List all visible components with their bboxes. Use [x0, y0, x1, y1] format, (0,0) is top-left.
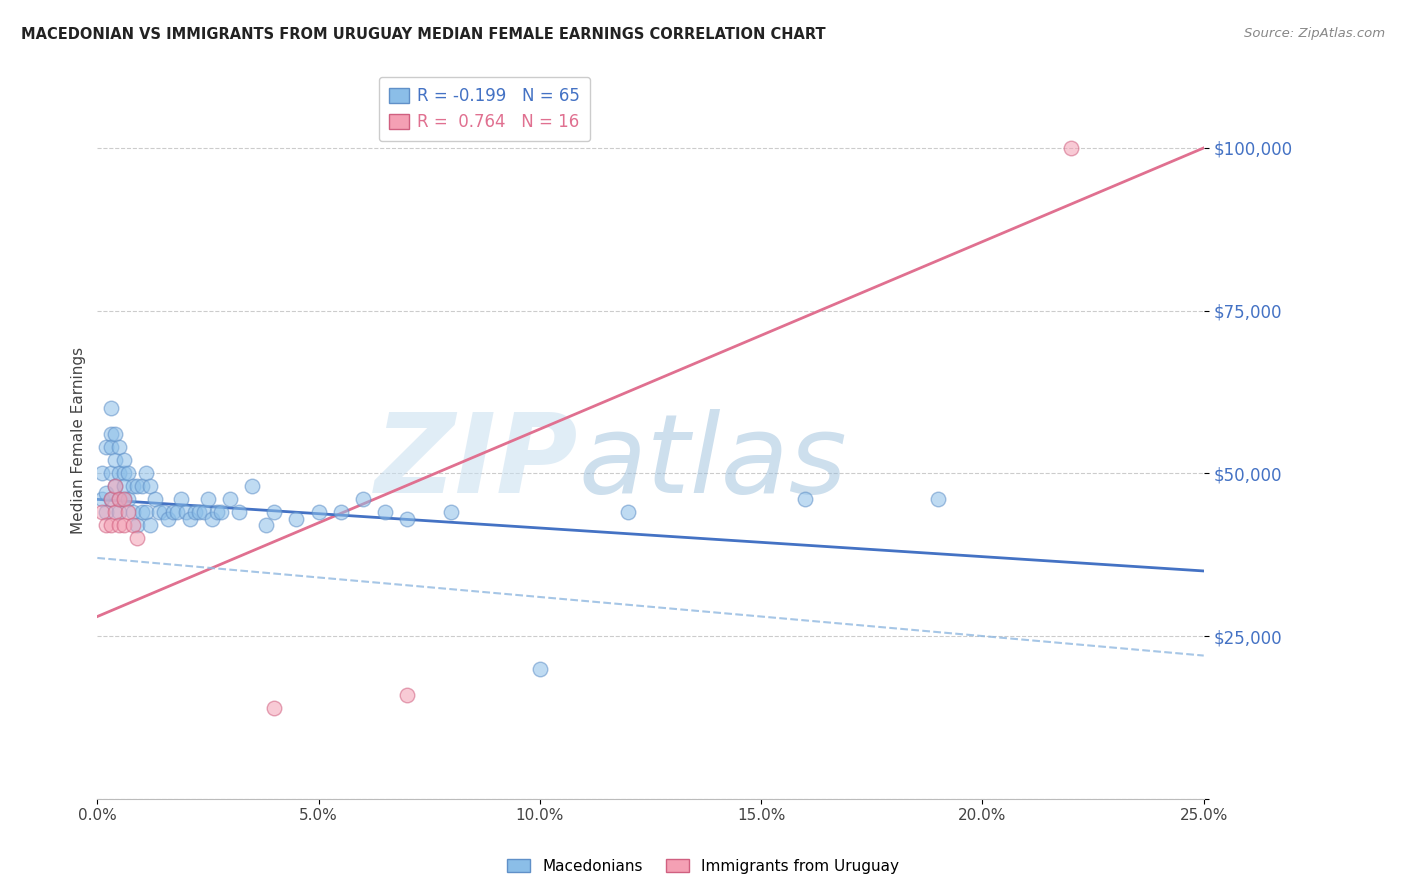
Point — [396, 688, 419, 702]
Point — [131, 505, 153, 519]
Point — [927, 492, 949, 507]
Text: Source: ZipAtlas.com: Source: ZipAtlas.com — [1244, 27, 1385, 40]
Point — [201, 512, 224, 526]
Point — [197, 492, 219, 507]
Point — [112, 518, 135, 533]
Point — [179, 512, 201, 526]
Point — [117, 467, 139, 481]
Point — [794, 492, 817, 507]
Point — [143, 492, 166, 507]
Point — [112, 453, 135, 467]
Point — [374, 505, 396, 519]
Point — [90, 505, 112, 519]
Point — [100, 492, 122, 507]
Point — [117, 492, 139, 507]
Point — [263, 700, 285, 714]
Point — [100, 401, 122, 416]
Point — [183, 505, 205, 519]
Point — [205, 505, 228, 519]
Point — [617, 505, 640, 519]
Point — [162, 505, 184, 519]
Point — [148, 505, 170, 519]
Text: atlas: atlas — [579, 409, 848, 516]
Point — [121, 479, 143, 493]
Point — [139, 518, 162, 533]
Point — [108, 505, 131, 519]
Point — [112, 479, 135, 493]
Point — [100, 518, 122, 533]
Point — [352, 492, 374, 507]
Point — [96, 505, 118, 519]
Point — [240, 479, 263, 493]
Point — [135, 505, 157, 519]
Point — [263, 505, 285, 519]
Point — [329, 505, 352, 519]
Point — [127, 479, 149, 493]
Point — [135, 467, 157, 481]
Point — [121, 518, 143, 533]
Point — [440, 505, 463, 519]
Point — [285, 512, 308, 526]
Point — [170, 492, 193, 507]
Point — [108, 492, 131, 507]
Point — [90, 492, 112, 507]
Text: MACEDONIAN VS IMMIGRANTS FROM URUGUAY MEDIAN FEMALE EARNINGS CORRELATION CHART: MACEDONIAN VS IMMIGRANTS FROM URUGUAY ME… — [21, 27, 825, 42]
Point — [121, 505, 143, 519]
Legend: Macedonians, Immigrants from Uruguay: Macedonians, Immigrants from Uruguay — [501, 853, 905, 880]
Point — [174, 505, 197, 519]
Point — [1060, 141, 1083, 155]
Point — [131, 479, 153, 493]
Point — [308, 505, 330, 519]
Point — [112, 492, 135, 507]
Point — [96, 518, 118, 533]
Point — [152, 505, 174, 519]
Point — [108, 518, 131, 533]
Point — [193, 505, 215, 519]
Point — [96, 440, 118, 454]
Point — [396, 512, 419, 526]
Point — [139, 479, 162, 493]
Point — [188, 505, 211, 519]
Point — [108, 467, 131, 481]
Point — [100, 440, 122, 454]
Point — [112, 492, 135, 507]
Y-axis label: Median Female Earnings: Median Female Earnings — [72, 347, 86, 534]
Text: ZIP: ZIP — [375, 409, 579, 516]
Point — [117, 505, 139, 519]
Legend: R = -0.199   N = 65, R =  0.764   N = 16: R = -0.199 N = 65, R = 0.764 N = 16 — [380, 77, 591, 141]
Point — [104, 427, 127, 442]
Point — [108, 440, 131, 454]
Point — [219, 492, 242, 507]
Point — [157, 512, 180, 526]
Point — [254, 518, 277, 533]
Point — [104, 505, 127, 519]
Point — [104, 479, 127, 493]
Point — [100, 427, 122, 442]
Point — [100, 492, 122, 507]
Point — [228, 505, 250, 519]
Point — [100, 467, 122, 481]
Point — [90, 467, 112, 481]
Point — [108, 492, 131, 507]
Point — [104, 479, 127, 493]
Point — [209, 505, 232, 519]
Point — [127, 518, 149, 533]
Point — [529, 662, 551, 676]
Point — [104, 453, 127, 467]
Point — [96, 486, 118, 500]
Point — [166, 505, 188, 519]
Point — [112, 467, 135, 481]
Point — [127, 532, 149, 546]
